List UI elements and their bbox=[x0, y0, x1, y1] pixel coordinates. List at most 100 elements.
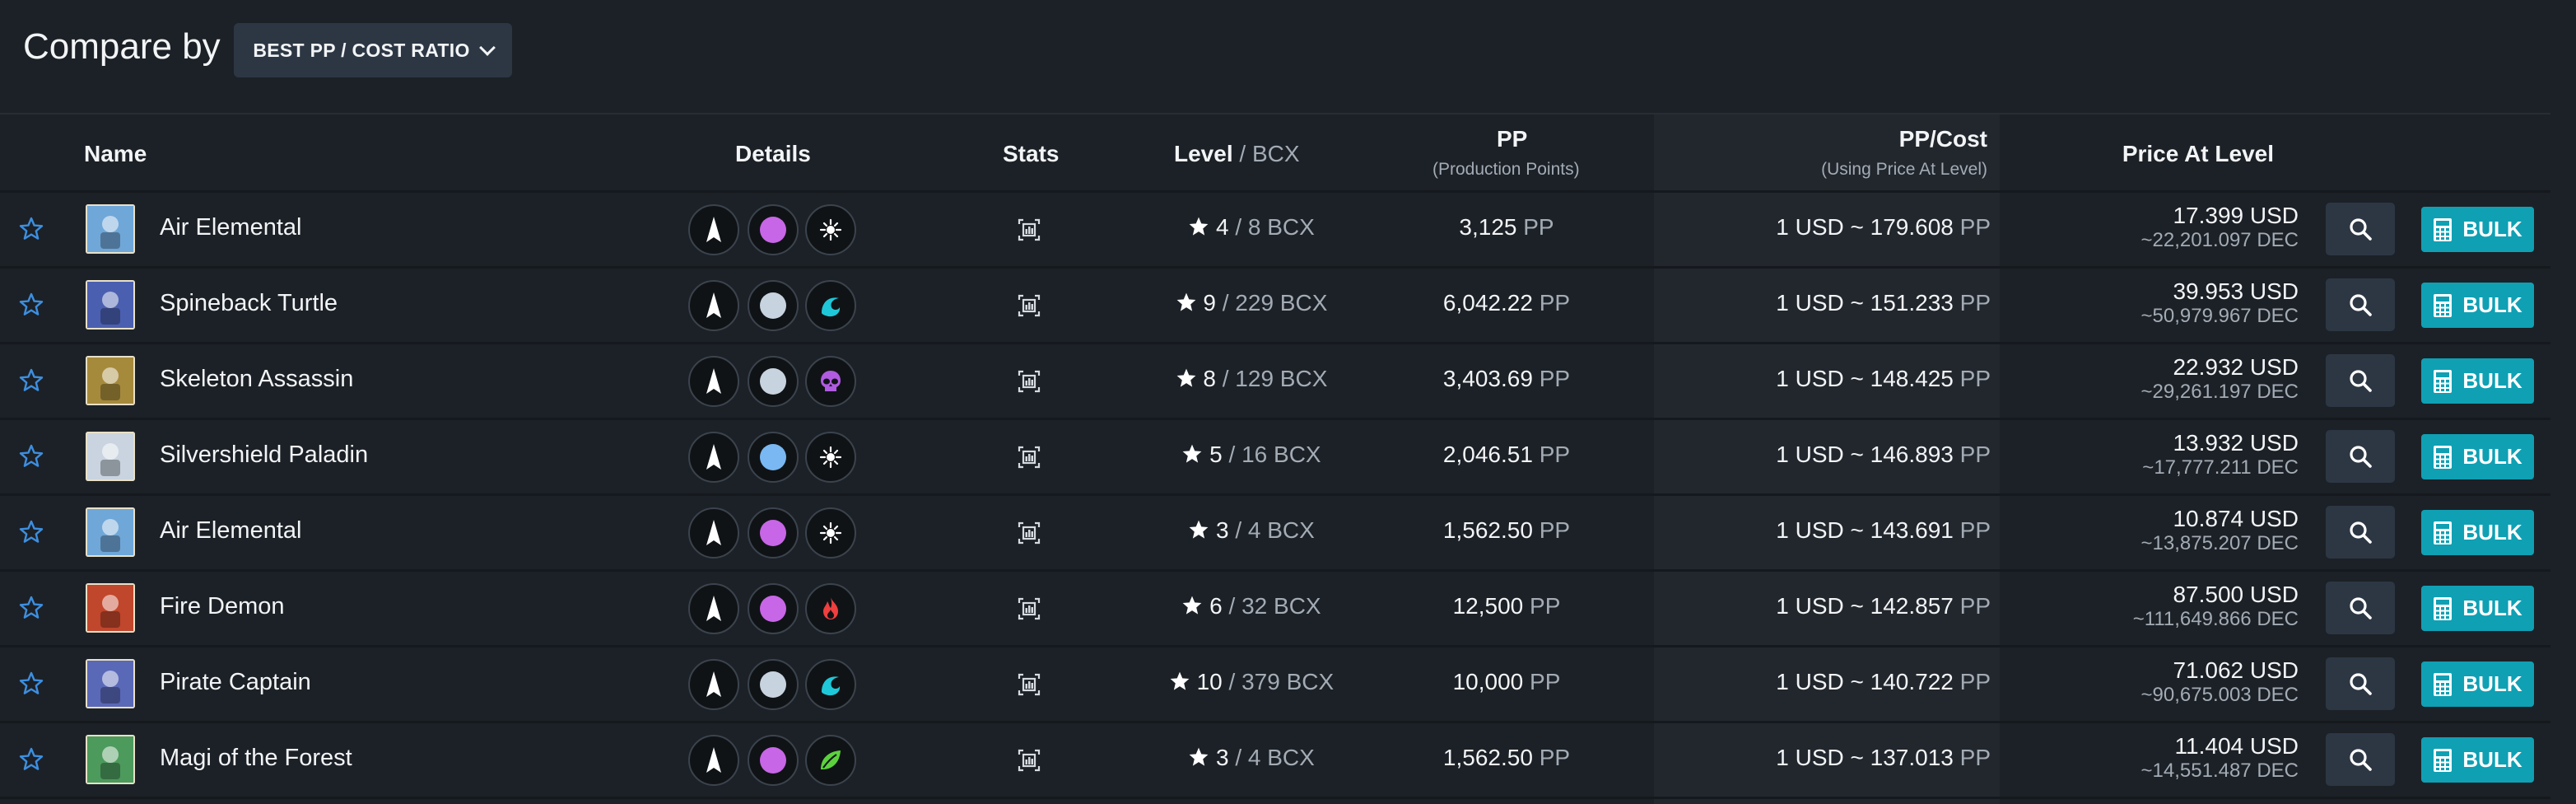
col-header-pp[interactable]: PP bbox=[1497, 126, 1528, 152]
bulk-button[interactable]: BULK bbox=[2421, 737, 2534, 783]
table-row[interactable]: Skeleton Assassin 8 / 129 BCX 3,403.69 P… bbox=[0, 344, 2550, 420]
card-name[interactable]: Pirate Captain bbox=[160, 669, 311, 695]
ppcost-unit: PP bbox=[1959, 593, 1991, 619]
table-row[interactable]: Air Elemental 4 / 8 BCX 3,125 PP 1 USD ~… bbox=[0, 193, 2550, 269]
favorite-star-icon[interactable] bbox=[18, 216, 44, 242]
bulk-button[interactable]: BULK bbox=[2421, 207, 2534, 252]
col-header-price[interactable]: Price At Level bbox=[2122, 141, 2274, 166]
level-value: 4 bbox=[1215, 214, 1229, 240]
search-market-button[interactable] bbox=[2326, 354, 2395, 407]
search-market-button[interactable] bbox=[2326, 278, 2395, 331]
rarity-icon bbox=[688, 659, 739, 710]
compare-by-value: BEST PP / COST RATIO bbox=[253, 39, 470, 61]
search-market-button[interactable] bbox=[2326, 506, 2395, 559]
table-row[interactable]: Magi of the Forest 3 / 4 BCX 1,562.50 PP… bbox=[0, 723, 2550, 799]
favorite-star-icon[interactable] bbox=[18, 519, 44, 545]
level-star-icon bbox=[1189, 520, 1209, 539]
card-thumbnail bbox=[86, 280, 135, 330]
bulk-button[interactable]: BULK bbox=[2421, 661, 2534, 707]
ppcost-value: 1 USD ~ 140.722 bbox=[1776, 669, 1954, 694]
ppcost-cell: 1 USD ~ 143.691 PP bbox=[1776, 517, 1991, 544]
pp-cell: 3,125 PP bbox=[1383, 214, 1630, 241]
stats-chart-icon[interactable] bbox=[1016, 217, 1042, 243]
price-dec: ~13,875.207 DEC bbox=[2140, 532, 2299, 554]
chevron-down-icon bbox=[478, 40, 496, 56]
col-header-name[interactable]: Name bbox=[84, 141, 147, 166]
level-star-icon bbox=[1170, 671, 1190, 690]
compare-by-dropdown[interactable]: BEST PP / COST RATIO bbox=[234, 23, 512, 77]
bulk-button[interactable]: BULK bbox=[2421, 358, 2534, 404]
favorite-star-icon[interactable] bbox=[18, 443, 44, 470]
bulk-button[interactable]: BULK bbox=[2421, 434, 2534, 479]
level-star-icon bbox=[1183, 444, 1202, 463]
search-market-button[interactable] bbox=[2326, 657, 2395, 710]
card-thumbnail bbox=[86, 583, 135, 633]
price-usd: 17.399 USD bbox=[2173, 203, 2299, 228]
search-icon bbox=[2350, 597, 2372, 619]
level-star-icon bbox=[1183, 596, 1202, 615]
pp-value: 12,500 bbox=[1452, 593, 1524, 619]
table-row[interactable]: Silvershield Paladin 5 / 16 BCX 2,046.51… bbox=[0, 420, 2550, 496]
favorite-star-icon[interactable] bbox=[18, 595, 44, 621]
favorite-star-icon[interactable] bbox=[18, 746, 44, 773]
col-header-ppcost[interactable]: PP/Cost bbox=[1898, 126, 1987, 152]
stats-chart-icon[interactable] bbox=[1016, 444, 1042, 470]
pp-value: 1,562.50 bbox=[1442, 517, 1533, 543]
table-header: Name Details Stats Level / BCX PP (Produ… bbox=[0, 115, 2550, 193]
bulk-button[interactable]: BULK bbox=[2421, 586, 2534, 631]
pp-value: 10,000 bbox=[1452, 669, 1524, 694]
ability-sun-icon bbox=[805, 204, 856, 255]
ppcost-unit: PP bbox=[1959, 214, 1991, 240]
ability-wave-icon bbox=[805, 280, 856, 331]
stats-chart-icon[interactable] bbox=[1016, 747, 1042, 774]
stats-chart-icon[interactable] bbox=[1016, 596, 1042, 622]
search-market-button[interactable] bbox=[2326, 733, 2395, 786]
pp-cell: 6,042.22 PP bbox=[1383, 290, 1630, 316]
search-market-button[interactable] bbox=[2326, 430, 2395, 483]
card-name[interactable]: Fire Demon bbox=[160, 593, 285, 619]
stats-chart-icon[interactable] bbox=[1016, 520, 1042, 546]
favorite-star-icon[interactable] bbox=[18, 292, 44, 318]
favorite-star-icon[interactable] bbox=[18, 367, 44, 394]
col-header-details: Details bbox=[735, 141, 811, 166]
calculator-icon bbox=[2434, 521, 2453, 545]
card-name[interactable]: Air Elemental bbox=[160, 214, 302, 241]
favorite-star-icon[interactable] bbox=[18, 671, 44, 697]
col-header-level[interactable]: Level / BCX bbox=[1174, 141, 1300, 167]
toolbar: Compare by BEST PP / COST RATIO bbox=[0, 0, 2576, 115]
ppcost-value: 1 USD ~ 142.857 bbox=[1776, 593, 1954, 619]
table-row[interactable]: Air Elemental 3 / 4 BCX 1,562.50 PP 1 US… bbox=[0, 496, 2550, 572]
calculator-icon bbox=[2434, 596, 2453, 620]
search-market-button[interactable] bbox=[2326, 203, 2395, 255]
search-icon bbox=[2350, 521, 2372, 544]
bulk-label: BULK bbox=[2462, 368, 2522, 393]
card-name[interactable]: Air Elemental bbox=[160, 517, 302, 544]
bulk-button[interactable]: BULK bbox=[2421, 283, 2534, 328]
rarity-icon bbox=[688, 204, 739, 255]
card-name[interactable]: Magi of the Forest bbox=[160, 745, 352, 771]
stats-chart-icon[interactable] bbox=[1016, 368, 1042, 395]
bulk-label: BULK bbox=[2462, 444, 2522, 469]
table-row[interactable]: Spineback Turtle 9 / 229 BCX 6,042.22 PP… bbox=[0, 269, 2550, 344]
card-name[interactable]: Spineback Turtle bbox=[160, 290, 338, 316]
table-row[interactable]: Pirate Captain 10 / 379 BCX 10,000 PP 1 … bbox=[0, 647, 2550, 723]
ppcost-unit: PP bbox=[1959, 366, 1991, 391]
level-cell: 8 / 129 BCX bbox=[1103, 366, 1400, 392]
card-name[interactable]: Silvershield Paladin bbox=[160, 442, 369, 468]
stats-chart-icon[interactable] bbox=[1016, 292, 1042, 319]
col-header-level-label: Level bbox=[1174, 141, 1233, 166]
search-market-button[interactable] bbox=[2326, 582, 2395, 634]
level-cell: 3 / 4 BCX bbox=[1103, 517, 1400, 544]
bulk-button[interactable]: BULK bbox=[2421, 510, 2534, 555]
stats-chart-icon[interactable] bbox=[1016, 671, 1042, 698]
table-row[interactable]: Fire Demon 6 / 32 BCX 12,500 PP 1 USD ~ … bbox=[0, 572, 2550, 647]
level-cell: 5 / 16 BCX bbox=[1103, 442, 1400, 468]
element-icon bbox=[748, 735, 799, 786]
element-icon bbox=[748, 432, 799, 483]
card-name[interactable]: Skeleton Assassin bbox=[160, 366, 354, 392]
level-cell: 9 / 229 BCX bbox=[1103, 290, 1400, 316]
ppcost-cell: 1 USD ~ 151.233 PP bbox=[1776, 290, 1991, 316]
card-thumbnail bbox=[86, 204, 135, 254]
col-header-ppcost-sub: (Using Price At Level) bbox=[1821, 160, 1987, 179]
price-usd: 39.953 USD bbox=[2173, 278, 2299, 304]
